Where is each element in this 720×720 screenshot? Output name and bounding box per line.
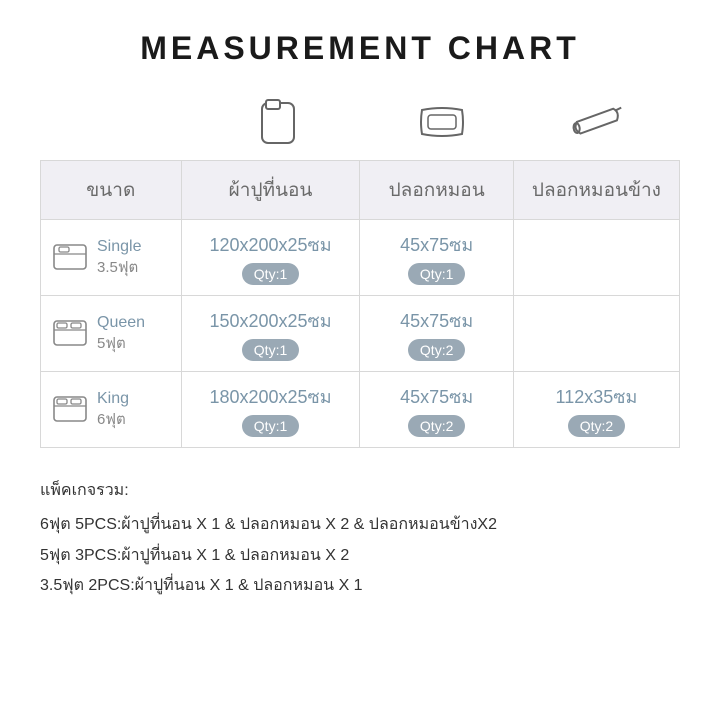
- qty-badge: Qty:1: [242, 263, 299, 285]
- col-pillow: ปลอกหมอน: [360, 161, 513, 220]
- bolster-cell: [513, 296, 679, 372]
- table-row: Queen5ฟุต150x200x25ซมQty:145x75ซมQty:2: [41, 296, 680, 372]
- package-notes: แพ็คเกจรวม: 6ฟุต 5PCS:ผ้าปูที่นอน X 1 & …: [40, 476, 680, 602]
- size-sub: 3.5ฟุต: [97, 258, 141, 278]
- dimension-text: 112x35ซม: [520, 382, 673, 411]
- size-cell: King6ฟุต: [41, 372, 182, 448]
- size-name: Single: [97, 237, 141, 258]
- pillow-cell: 45x75ซม Qty:1: [360, 220, 513, 296]
- dimension-text: 45x75ซม: [366, 230, 506, 259]
- size-sub: 5ฟุต: [97, 334, 145, 354]
- col-sheet: ผ้าปูที่นอน: [181, 161, 360, 220]
- size-name: Queen: [97, 313, 145, 334]
- pillow-icon: [367, 92, 517, 152]
- col-size: ขนาด: [41, 161, 182, 220]
- dimension-text: 180x200x25ซม: [188, 382, 354, 411]
- dimension-text: 120x200x25ซม: [188, 230, 354, 259]
- table-body: Single3.5ฟุต120x200x25ซมQty:145x75ซมQty:…: [41, 220, 680, 448]
- sheet-cell: 150x200x25ซม Qty:1: [181, 296, 360, 372]
- table-header-row: ขนาด ผ้าปูที่นอน ปลอกหมอน ปลอกหมอนข้าง: [41, 161, 680, 220]
- notes-title: แพ็คเกจรวม:: [40, 476, 680, 506]
- col-bolster: ปลอกหมอนข้าง: [513, 161, 679, 220]
- qty-badge: Qty:2: [408, 415, 465, 437]
- table-row: Single3.5ฟุต120x200x25ซมQty:145x75ซมQty:…: [41, 220, 680, 296]
- table-row: King6ฟุต180x200x25ซมQty:145x75ซมQty:2112…: [41, 372, 680, 448]
- size-cell: Queen5ฟุต: [41, 296, 182, 372]
- bolster-cell: 112x35ซม Qty:2: [513, 372, 679, 448]
- pillow-cell: 45x75ซม Qty:2: [360, 372, 513, 448]
- header-icon-row: [40, 92, 680, 152]
- size-cell: Single3.5ฟุต: [41, 220, 182, 296]
- page-title: MEASUREMENT CHART: [40, 30, 680, 67]
- dimension-text: 45x75ซม: [366, 306, 506, 335]
- notes-line: 3.5ฟุต 2PCS:ผ้าปูที่นอน X 1 & ปลอกหมอน X…: [40, 571, 680, 601]
- notes-line: 5ฟุต 3PCS:ผ้าปูที่นอน X 1 & ปลอกหมอน X 2: [40, 541, 680, 571]
- qty-badge: Qty:1: [242, 339, 299, 361]
- sheet-cell: 120x200x25ซม Qty:1: [181, 220, 360, 296]
- measurement-table: ขนาด ผ้าปูที่นอน ปลอกหมอน ปลอกหมอนข้าง S…: [40, 160, 680, 448]
- pillow-cell: 45x75ซม Qty:2: [360, 296, 513, 372]
- bolster-cell: [513, 220, 679, 296]
- qty-badge: Qty:2: [568, 415, 625, 437]
- sheet-icon: [190, 92, 367, 152]
- qty-badge: Qty:1: [242, 415, 299, 437]
- dimension-text: 150x200x25ซม: [188, 306, 354, 335]
- size-sub: 6ฟุต: [97, 410, 129, 430]
- qty-badge: Qty:2: [408, 339, 465, 361]
- dimension-text: 45x75ซม: [366, 382, 506, 411]
- size-name: King: [97, 389, 129, 410]
- notes-line: 6ฟุต 5PCS:ผ้าปูที่นอน X 1 & ปลอกหมอน X 2…: [40, 510, 680, 540]
- sheet-cell: 180x200x25ซม Qty:1: [181, 372, 360, 448]
- bolster-icon: [517, 92, 680, 152]
- qty-badge: Qty:1: [408, 263, 465, 285]
